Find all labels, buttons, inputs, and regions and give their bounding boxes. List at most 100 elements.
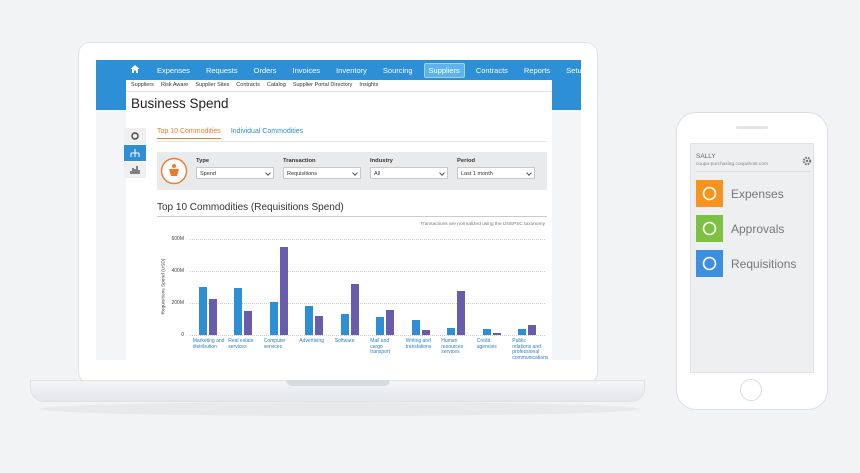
bar <box>269 302 278 335</box>
sub-nav-item[interactable]: Catalog <box>266 82 286 88</box>
y-tick-label: 600M <box>171 236 184 242</box>
menu-item[interactable]: Expenses <box>696 180 814 208</box>
x-tick-label: Software <box>334 338 355 344</box>
bar <box>244 311 253 335</box>
laptop-notch <box>286 380 390 386</box>
y-tick-label: 0 <box>181 332 184 338</box>
phone-home-button[interactable] <box>740 379 762 401</box>
bar <box>421 330 430 335</box>
menu-icon <box>696 180 723 207</box>
x-tick-label: Marketing and distribution <box>192 338 225 350</box>
grid-line <box>190 271 545 272</box>
filter-select[interactable]: Last 1 month <box>457 167 535 179</box>
filter-label: Type <box>196 158 210 164</box>
bar <box>350 283 359 335</box>
host: coupa-purchasing.coupahost.com <box>696 162 768 167</box>
chart-title-rule <box>157 216 547 217</box>
nav-item[interactable]: Sourcing <box>382 66 413 75</box>
y-tick-label: 200M <box>171 300 184 306</box>
x-tick-label: Writing and translations <box>405 338 432 350</box>
menu-label: Approvals <box>731 222 785 236</box>
filter-value: Requisitions <box>287 170 317 177</box>
bar <box>386 310 395 335</box>
menu-item[interactable]: Requisitions <box>696 250 814 278</box>
menu-icon <box>696 215 723 242</box>
bar <box>492 332 501 335</box>
sub-nav-item[interactable]: Supplier Portal Directory <box>292 82 353 88</box>
sub-nav-item[interactable]: Contracts <box>236 82 260 88</box>
x-tick-label: Human resources services <box>441 338 464 356</box>
bar <box>234 287 243 335</box>
settings-icon[interactable] <box>802 156 812 166</box>
home-icon[interactable] <box>130 64 140 74</box>
sub-nav-item[interactable]: Suppliers <box>131 82 154 88</box>
filter-value: Last 1 month <box>461 170 493 177</box>
side-icon[interactable] <box>124 128 146 144</box>
nav-item[interactable]: Reports <box>523 66 551 75</box>
side-icon[interactable] <box>124 145 146 161</box>
filter-select[interactable]: Spend <box>196 167 274 179</box>
filter-value: All <box>374 170 381 177</box>
user-name: SALLY <box>696 153 716 160</box>
divider <box>696 171 810 172</box>
grid-line <box>190 335 545 336</box>
content-panel <box>126 80 552 360</box>
x-tick-label: Advertising <box>299 338 324 344</box>
tab[interactable]: Individual Commodities <box>230 128 304 135</box>
bar <box>279 247 288 335</box>
y-axis-label: Requisitions Spend (USD) <box>161 258 167 315</box>
bar <box>376 316 385 335</box>
bar <box>518 329 527 335</box>
filter-select[interactable]: Requisitions <box>283 167 361 179</box>
nav-item[interactable]: Suppliers <box>423 63 465 78</box>
chart-title: Top 10 Commodities (Requisitions Spend) <box>157 202 344 213</box>
dropdown-caret <box>526 170 532 176</box>
page-title: Business Spend <box>131 96 229 111</box>
x-tick-label: Real estate services <box>228 338 254 350</box>
grid-line <box>190 239 545 240</box>
dropdown-caret <box>439 170 445 176</box>
nav-item[interactable]: Orders <box>253 66 277 75</box>
dropdown-caret <box>352 170 358 176</box>
bar <box>315 315 324 335</box>
sub-nav-item[interactable]: Insights <box>359 82 379 88</box>
side-icon[interactable] <box>124 162 146 178</box>
nav-item[interactable]: Inventory <box>336 66 367 75</box>
bar <box>208 299 217 335</box>
menu-item[interactable]: Approvals <box>696 215 814 243</box>
bar <box>305 306 314 335</box>
chart-subtitle: Transactions are normalized using the UN… <box>420 222 545 227</box>
sub-nav: Suppliers Risk Aware Supplier Sites Contrac… <box>131 82 378 88</box>
nav-item[interactable]: Setup <box>566 66 581 75</box>
bar <box>340 314 349 335</box>
filter-icon <box>160 157 188 185</box>
tabs-divider <box>157 141 547 142</box>
nav-item[interactable]: Contracts <box>475 66 508 75</box>
sub-nav-divider <box>126 91 552 92</box>
tab[interactable]: Top 10 Commodities <box>157 128 221 139</box>
bar <box>528 325 537 335</box>
x-tick-label: Computer services <box>263 338 286 350</box>
menu-label: Expenses <box>731 187 784 201</box>
grid-line <box>190 303 545 304</box>
menu-label: Requisitions <box>731 257 797 271</box>
phone-screen: SALLY coupa-purchasing.coupahost.com Exp… <box>690 143 814 373</box>
filter-label: Transaction <box>283 158 316 164</box>
menu-icon <box>696 250 723 277</box>
dropdown-caret <box>265 170 271 176</box>
nav-item[interactable]: Requests <box>205 66 238 75</box>
bar <box>457 291 466 335</box>
y-tick-label: 400M <box>171 268 184 274</box>
sub-nav-item[interactable]: Supplier Sites <box>195 82 230 88</box>
laptop-screen: Expenses Requests Orders Invoices Inventory S… <box>96 60 581 360</box>
nav-items: Expenses Requests Orders Invoices Inventory S… <box>152 63 581 78</box>
bar <box>482 329 491 335</box>
nav-item[interactable]: Expenses <box>157 66 190 75</box>
filter-value: Spend <box>200 170 216 177</box>
x-tick-label: Credit agencies <box>476 338 497 350</box>
sub-nav-item[interactable]: Risk Aware <box>160 82 189 88</box>
x-tick-label: Mail and cargo transport <box>370 338 390 356</box>
filter-select[interactable]: All <box>370 167 448 179</box>
nav-item[interactable]: Invoices <box>292 66 321 75</box>
